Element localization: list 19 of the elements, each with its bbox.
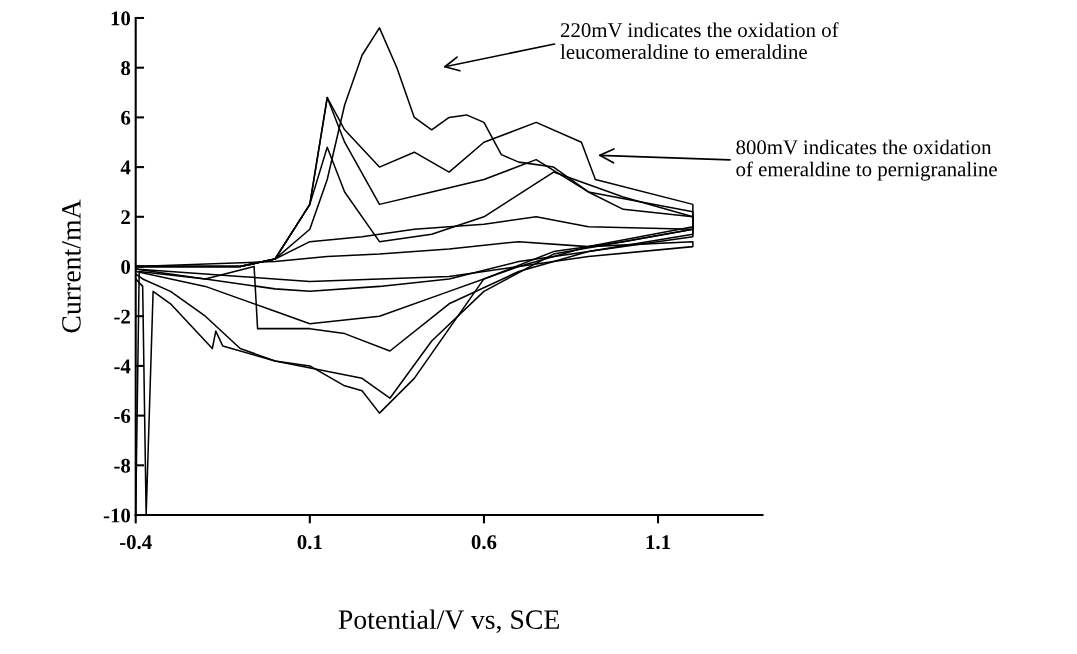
y-tick-label: 4 — [120, 160, 131, 175]
y-tick-label: -10 — [103, 508, 131, 523]
y-tick-label: 8 — [121, 61, 131, 76]
x-tick-label: -0.4 — [119, 535, 152, 550]
y-tick-label: 6 — [121, 110, 131, 125]
x-tick-label: 0.1 — [297, 535, 322, 550]
y-tick-label: -8 — [114, 458, 131, 473]
y-tick-label: -4 — [114, 359, 131, 374]
x-tick-label: 0.6 — [471, 535, 497, 550]
annotation: 800mV indicates the oxidation of emeraldine to pernigranaline — [736, 139, 997, 181]
y-tick-label: 2 — [121, 210, 130, 225]
y-tick-label: -6 — [114, 409, 131, 424]
x-axis-title: Potential/V vs, SCE — [338, 609, 559, 634]
y-axis-title: Current/mA — [62, 199, 81, 333]
y-tick-label: 0 — [121, 259, 131, 274]
x-tick-label: 1.1 — [646, 535, 670, 550]
y-tick-label: -2 — [114, 309, 130, 324]
annotation: 220mV indicates the oxidation of leucomeraldine to emeraldine — [560, 22, 839, 59]
y-tick-label: 10 — [111, 11, 131, 26]
